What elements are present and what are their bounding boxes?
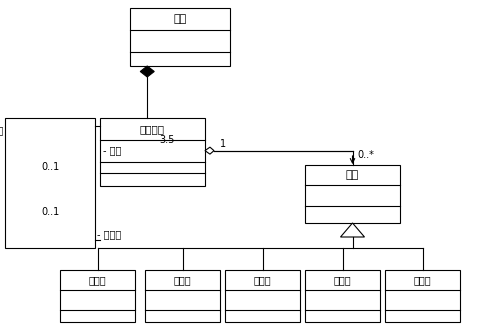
- Text: 3.5: 3.5: [159, 135, 175, 145]
- Text: 煮しめ: 煮しめ: [413, 275, 431, 285]
- Text: - 上の重: - 上の重: [0, 125, 3, 135]
- Bar: [100, 118, 205, 186]
- Polygon shape: [140, 66, 154, 77]
- Bar: [385, 270, 460, 322]
- Bar: [305, 270, 380, 322]
- Text: - 下の重: - 下の重: [97, 229, 121, 239]
- Bar: [5, 118, 95, 248]
- Text: 焼き物: 焼き物: [334, 275, 351, 285]
- Bar: [130, 8, 230, 66]
- Text: - 段数: - 段数: [103, 146, 121, 156]
- Bar: [225, 270, 300, 322]
- Bar: [60, 270, 135, 322]
- Polygon shape: [340, 223, 364, 237]
- Text: 0..*: 0..*: [357, 150, 375, 160]
- Bar: [145, 270, 220, 322]
- Text: 1: 1: [220, 139, 226, 149]
- Text: 祝い着: 祝い着: [89, 275, 106, 285]
- Text: 口取り: 口取り: [174, 275, 191, 285]
- Bar: [305, 165, 400, 223]
- Text: お重: お重: [173, 14, 187, 24]
- Text: 酢の物: 酢の物: [254, 275, 271, 285]
- Text: 料理: 料理: [346, 170, 359, 180]
- Text: お重の段: お重の段: [140, 124, 165, 134]
- Text: 0..1: 0..1: [41, 207, 59, 216]
- Polygon shape: [205, 147, 214, 154]
- Text: 0..1: 0..1: [41, 163, 59, 172]
